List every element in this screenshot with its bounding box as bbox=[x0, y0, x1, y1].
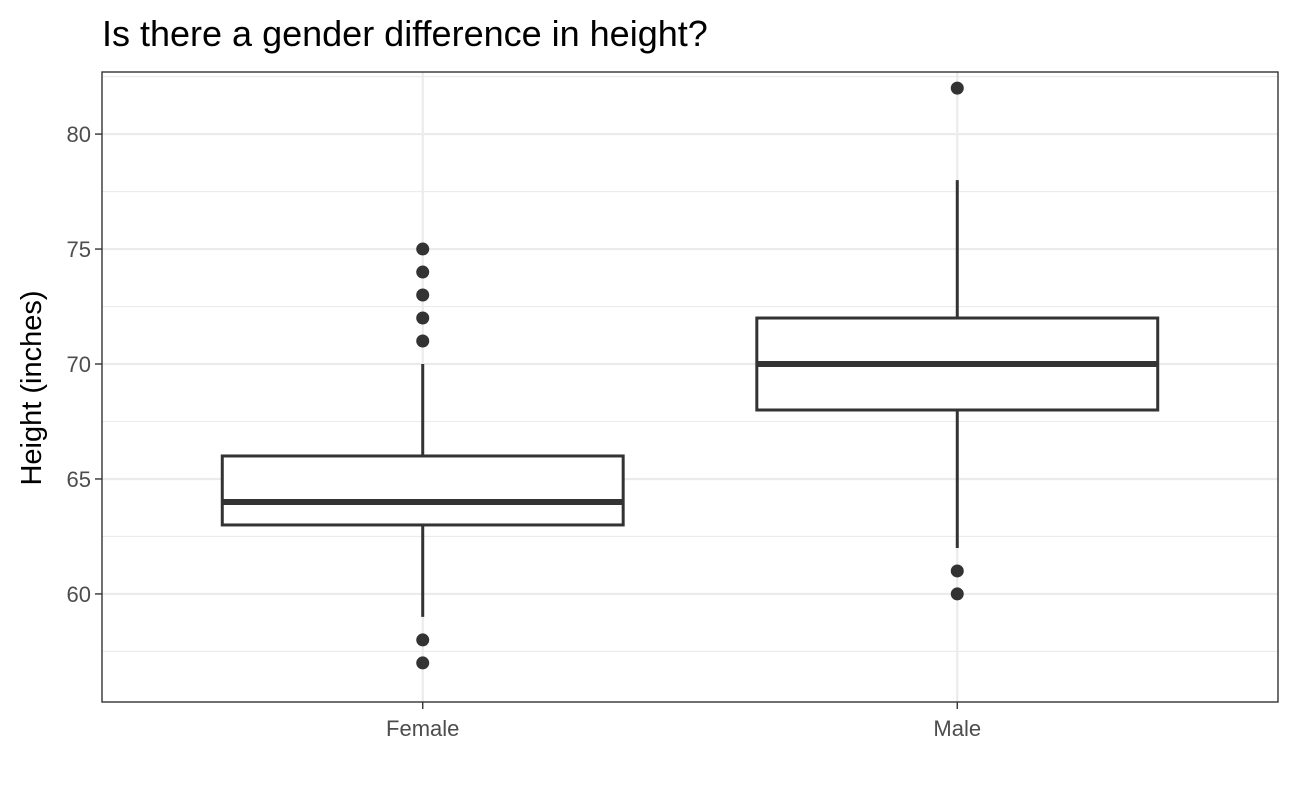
outlier-point bbox=[416, 656, 430, 670]
y-axis-label: Height (inches) bbox=[16, 290, 48, 485]
y-tick-label: 75 bbox=[67, 237, 91, 262]
outlier-point bbox=[416, 288, 430, 302]
outlier-point bbox=[416, 242, 430, 256]
outlier-point bbox=[416, 633, 430, 647]
outlier-point bbox=[416, 334, 430, 348]
x-tick-label: Male bbox=[933, 716, 981, 741]
y-axis-ticks: 60 65 70 75 80 bbox=[67, 122, 102, 607]
box-female bbox=[220, 242, 625, 670]
outlier-point bbox=[416, 265, 430, 279]
panel-border bbox=[101, 71, 1279, 703]
x-axis-ticks: Female Male bbox=[386, 702, 981, 741]
iqr-box bbox=[220, 454, 625, 527]
x-tick-label: Female bbox=[386, 716, 459, 741]
outlier-point bbox=[950, 587, 964, 601]
box-male bbox=[755, 81, 1160, 601]
minor-gridlines bbox=[102, 76, 1278, 652]
box-layer bbox=[220, 81, 1160, 670]
y-tick-label: 60 bbox=[67, 582, 91, 607]
y-tick-label: 80 bbox=[67, 122, 91, 147]
outlier-point bbox=[416, 311, 430, 325]
outlier-point bbox=[950, 564, 964, 578]
outlier-point bbox=[950, 81, 964, 95]
chart-title: Is there a gender difference in height? bbox=[102, 13, 708, 54]
y-tick-label: 70 bbox=[67, 352, 91, 377]
y-tick-label: 65 bbox=[67, 467, 91, 492]
